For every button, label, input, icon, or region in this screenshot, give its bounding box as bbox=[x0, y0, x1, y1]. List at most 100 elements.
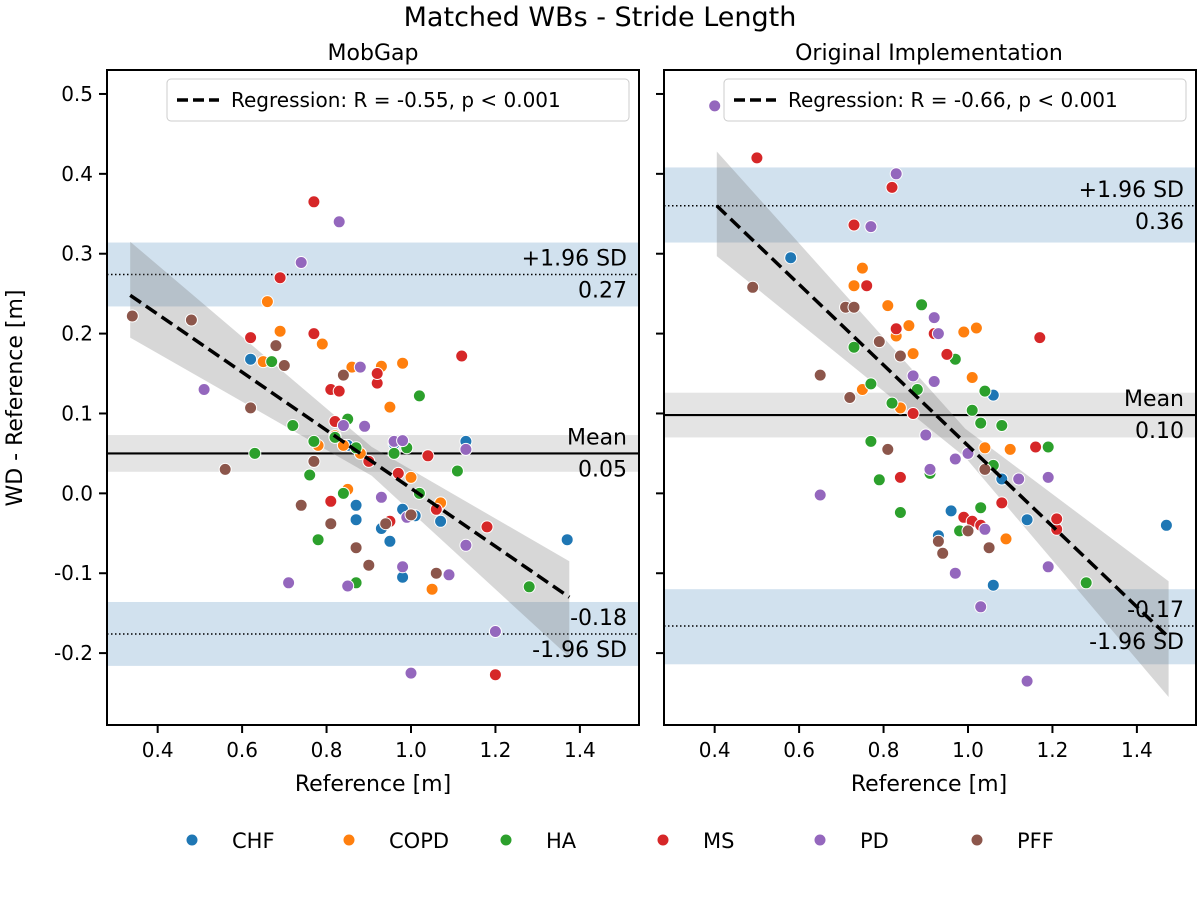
data-point-pff bbox=[843, 391, 857, 404]
data-point-ha bbox=[336, 486, 350, 500]
data-point-copd bbox=[978, 441, 992, 455]
data-point-pd bbox=[404, 666, 418, 680]
data-point-pff bbox=[307, 454, 321, 468]
data-point-pd bbox=[889, 167, 903, 181]
y-tick-label: 0.2 bbox=[61, 322, 93, 346]
data-point-ms bbox=[332, 384, 346, 398]
data-point-pd bbox=[1041, 560, 1055, 574]
legend: CHF COPD HA MS PD PFF bbox=[185, 829, 1054, 853]
data-point-ha bbox=[311, 533, 325, 547]
data-point-pff bbox=[746, 280, 760, 294]
figure-title: Matched WBs - Stride Length bbox=[404, 2, 797, 33]
data-point-pd bbox=[978, 522, 992, 536]
data-point-ms bbox=[889, 322, 903, 336]
series-pd bbox=[197, 215, 502, 680]
data-point-pff bbox=[349, 541, 363, 555]
series-pff bbox=[125, 309, 443, 580]
data-point-ha bbox=[974, 416, 988, 430]
regression-line bbox=[129, 293, 571, 599]
data-point-pff bbox=[184, 313, 198, 327]
data-point-copd bbox=[957, 325, 971, 339]
data-point-pff bbox=[961, 524, 975, 538]
data-point-pd bbox=[336, 419, 350, 432]
data-point-ha bbox=[387, 446, 401, 460]
data-point-ha bbox=[965, 403, 979, 417]
data-point-chf bbox=[784, 251, 798, 265]
data-point-pd bbox=[488, 625, 502, 638]
lower-loa-label: -1.96 SD bbox=[532, 638, 627, 663]
legend-label-copd: COPD bbox=[389, 829, 449, 853]
legend-marker-pd bbox=[813, 833, 827, 847]
x-tick-label: 1.4 bbox=[1121, 738, 1153, 762]
data-point-pd bbox=[923, 462, 937, 476]
data-point-ha bbox=[450, 464, 464, 478]
data-point-pd bbox=[374, 490, 388, 504]
x-tick-label: 0.4 bbox=[699, 738, 731, 762]
data-point-pff bbox=[936, 546, 950, 560]
panel-title-original-implementation: Original Implementation bbox=[795, 41, 1063, 66]
data-point-copd bbox=[965, 371, 979, 384]
data-point-pff bbox=[893, 349, 907, 363]
legend-label-ha: HA bbox=[546, 829, 577, 853]
y-tick-label: -0.1 bbox=[54, 561, 93, 585]
data-point-pd bbox=[927, 311, 941, 325]
data-point-copd bbox=[315, 337, 329, 351]
data-point-chf bbox=[986, 578, 1000, 592]
data-point-pff bbox=[125, 309, 139, 323]
x-tick-label: 0.6 bbox=[226, 738, 258, 762]
data-point-ms bbox=[847, 218, 861, 232]
data-point-ha bbox=[286, 419, 300, 432]
data-point-pff bbox=[244, 401, 258, 415]
data-point-ms bbox=[995, 496, 1009, 510]
data-point-copd bbox=[273, 324, 287, 338]
y-tick-label: 0.1 bbox=[61, 401, 93, 425]
data-point-pff bbox=[978, 462, 992, 476]
legend-label-pd: PD bbox=[860, 829, 889, 853]
data-point-ms bbox=[906, 407, 920, 420]
x-tick-label: 0.8 bbox=[868, 738, 900, 762]
legend-label-chf: CHF bbox=[232, 829, 275, 853]
data-point-pff bbox=[294, 498, 308, 512]
data-point-ms bbox=[307, 327, 321, 341]
lower-loa-label: -1.96 SD bbox=[1089, 630, 1184, 655]
data-point-ms bbox=[940, 347, 954, 361]
data-point-pff bbox=[362, 558, 376, 572]
mean-value: 0.10 bbox=[1135, 419, 1184, 444]
lower-loa-band bbox=[664, 589, 1196, 665]
panel-original-implementation: Original Implementation Reference [m] +1… bbox=[656, 41, 1197, 797]
legend-label-ms: MS bbox=[703, 829, 734, 853]
panel-mobgap: MobGap Reference [m] +1.96 SD 0.27 Mean 0.0… bbox=[54, 41, 640, 797]
data-point-ha bbox=[307, 434, 321, 448]
data-point-pd bbox=[459, 442, 473, 456]
data-point-pd bbox=[931, 327, 945, 341]
data-point-ha bbox=[995, 419, 1009, 432]
data-point-pd bbox=[396, 434, 410, 448]
data-point-ha bbox=[893, 506, 907, 519]
data-point-pd bbox=[282, 576, 296, 590]
data-point-ha bbox=[978, 384, 992, 398]
data-point-ha bbox=[915, 298, 929, 312]
data-point-ha bbox=[522, 580, 536, 594]
x-tick-label: 1.0 bbox=[952, 738, 984, 762]
series-pff bbox=[746, 280, 996, 560]
x-tick-label: 0.6 bbox=[783, 738, 815, 762]
x-tick-label: 0.4 bbox=[142, 738, 174, 762]
legend-marker-ha bbox=[499, 833, 513, 847]
plot-area-mobgap bbox=[107, 195, 639, 682]
x-tick-label: 1.2 bbox=[1037, 738, 1069, 762]
y-tick-label: 0.0 bbox=[61, 481, 93, 505]
data-point-ha bbox=[412, 389, 426, 403]
legend-marker-pff bbox=[970, 833, 984, 847]
regression-legend-label: Regression: R = -0.55, p < 0.001 bbox=[231, 88, 561, 112]
data-point-ms bbox=[893, 470, 907, 484]
data-point-ha bbox=[303, 468, 317, 482]
data-point-ms bbox=[455, 349, 469, 363]
data-point-ms bbox=[1029, 440, 1043, 454]
axes-frame bbox=[106, 69, 640, 726]
data-point-pff bbox=[404, 508, 418, 522]
data-point-chf bbox=[560, 533, 574, 547]
data-point-copd bbox=[847, 279, 861, 293]
data-point-ms bbox=[307, 195, 321, 209]
data-point-chf bbox=[244, 352, 258, 366]
data-point-copd bbox=[855, 261, 869, 275]
